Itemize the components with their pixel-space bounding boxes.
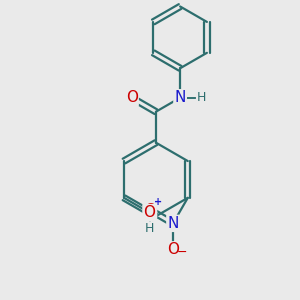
Text: H: H [197,91,206,104]
Text: O: O [143,205,155,220]
Text: O: O [126,90,138,105]
Text: O: O [167,242,179,257]
Text: +: + [154,197,162,207]
Text: O: O [144,202,156,217]
Text: H: H [145,222,154,235]
Text: N: N [174,90,186,105]
Text: N: N [167,216,179,231]
Text: −: − [177,246,187,259]
